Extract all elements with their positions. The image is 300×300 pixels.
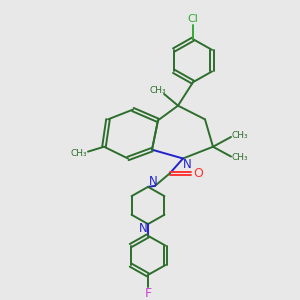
Text: N: N [148,176,158,188]
Text: O: O [193,167,203,180]
Text: CH₃: CH₃ [232,153,248,162]
Text: N: N [183,158,191,171]
Text: CH₃: CH₃ [232,131,248,140]
Text: F: F [144,287,152,300]
Text: Cl: Cl [188,14,198,24]
Text: CH₃: CH₃ [71,149,87,158]
Text: CH₃: CH₃ [150,85,166,94]
Text: N: N [139,222,147,236]
